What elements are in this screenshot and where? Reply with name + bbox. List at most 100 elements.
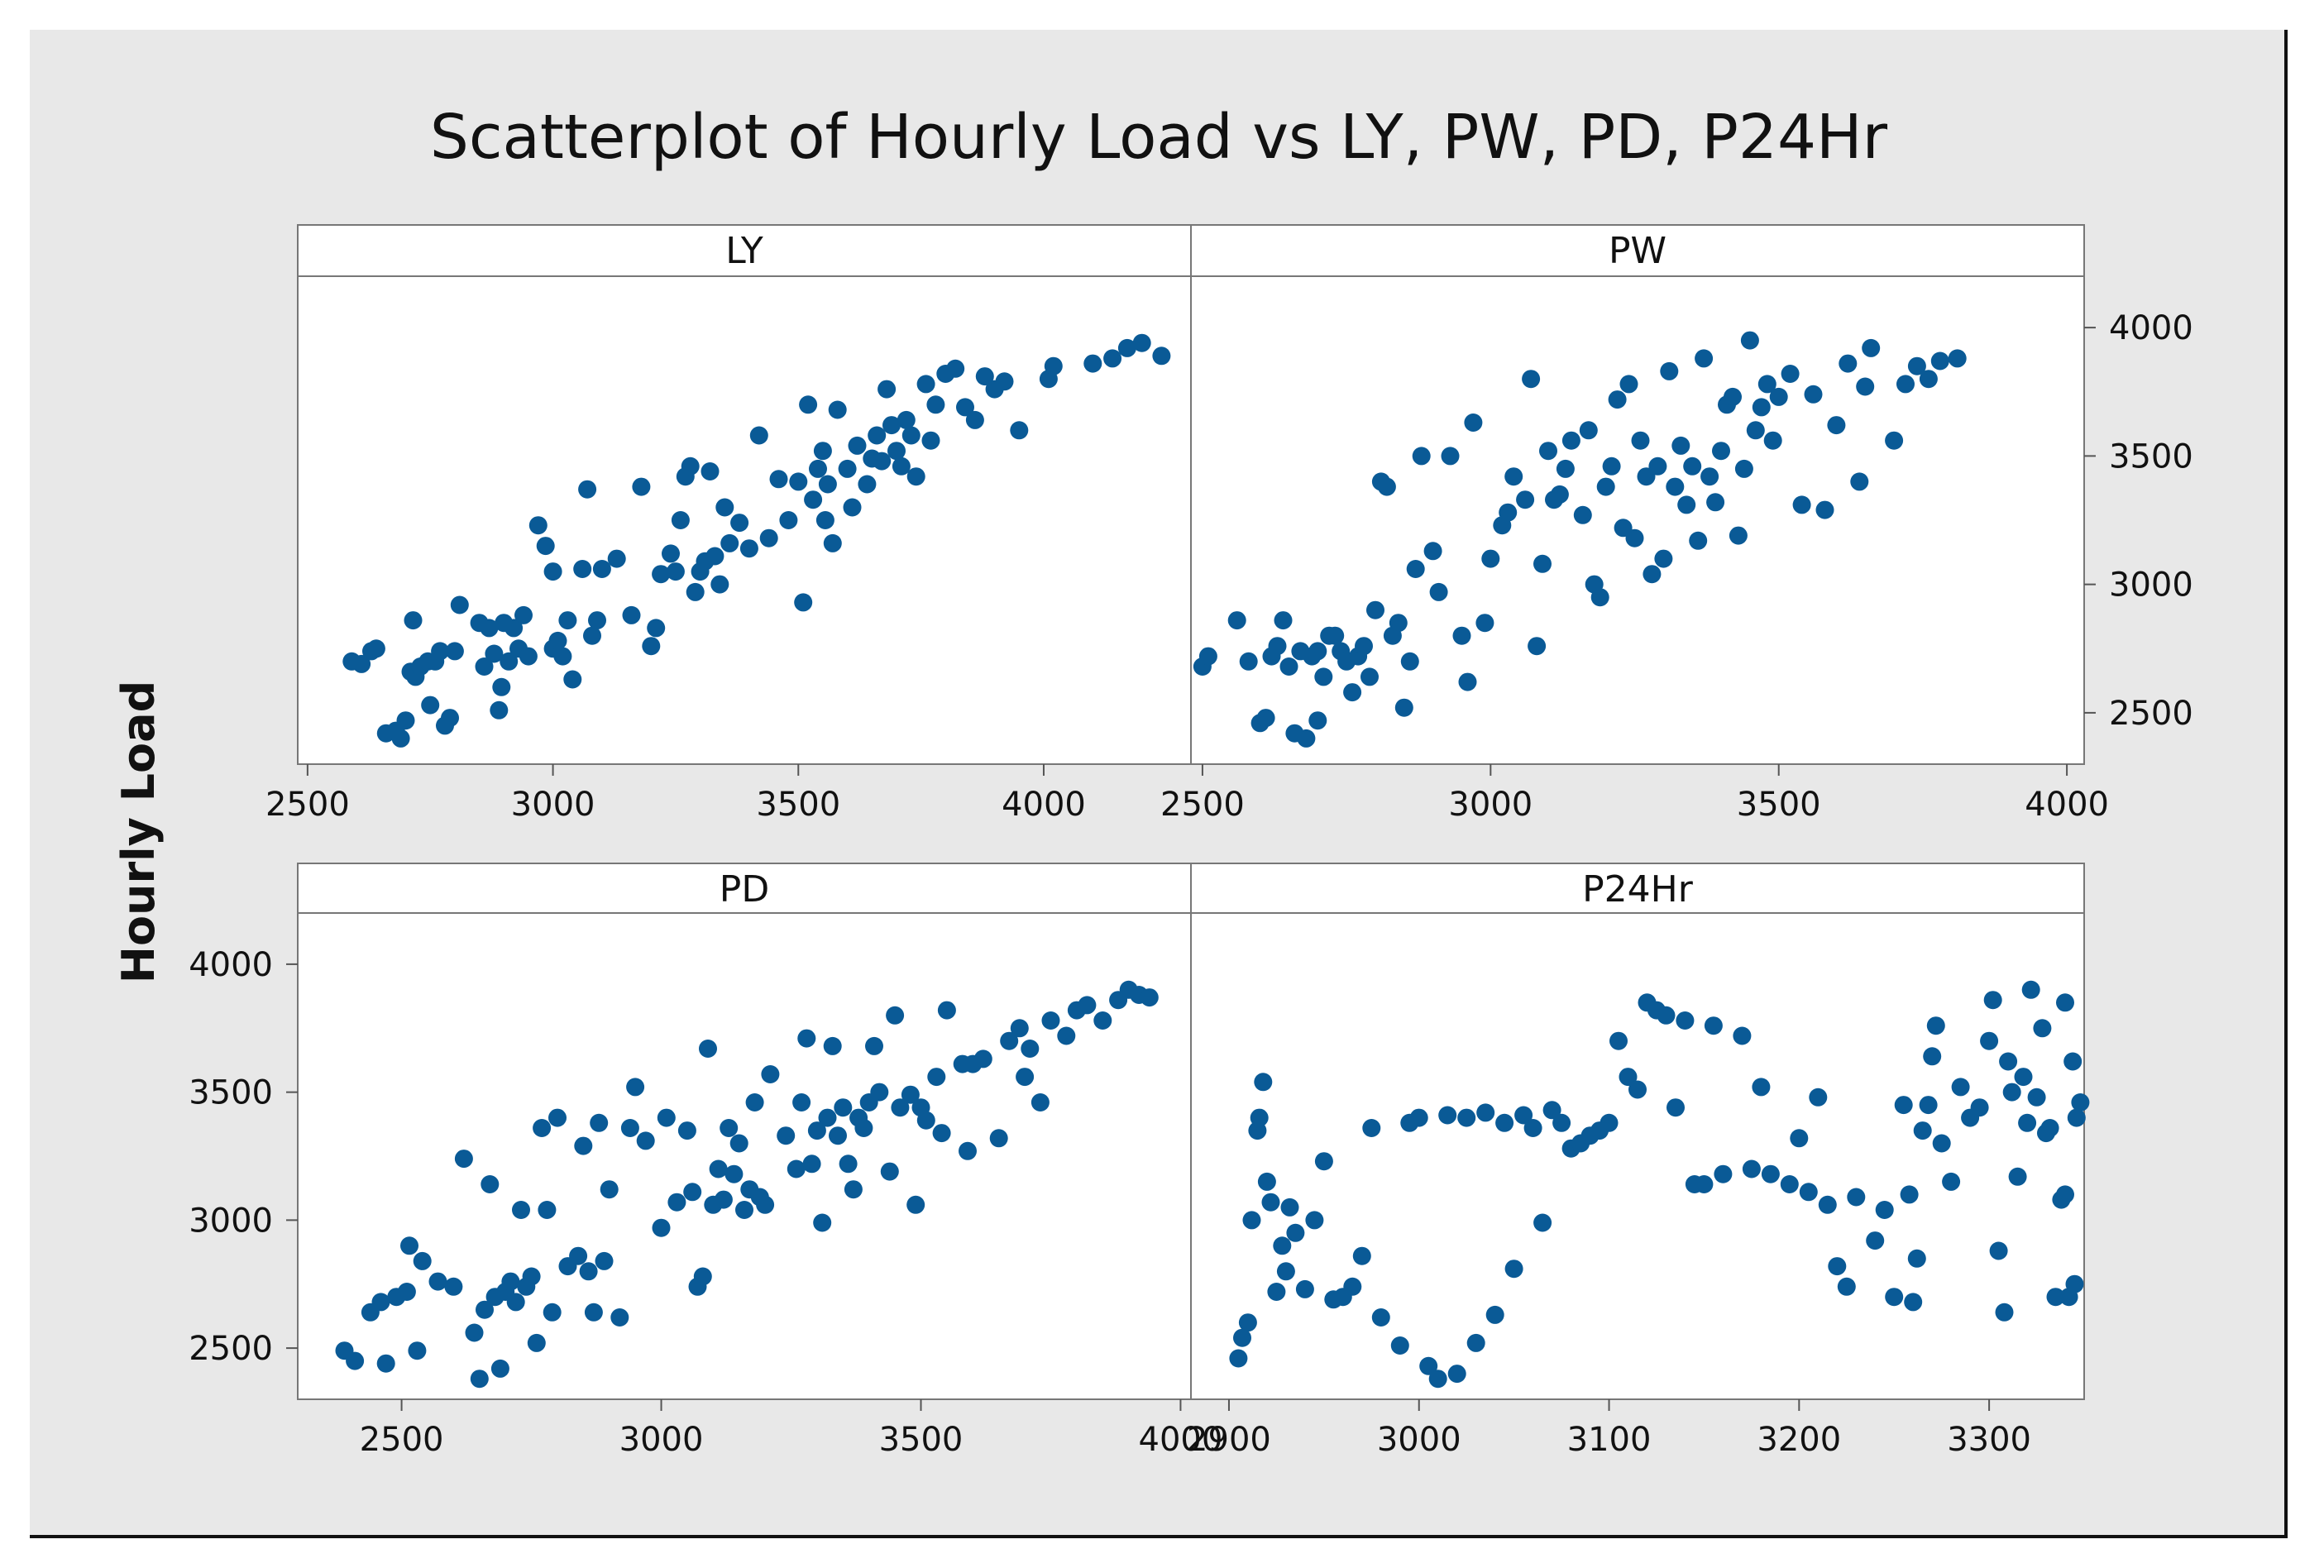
- data-point: [797, 1029, 816, 1048]
- data-point: [1666, 477, 1685, 496]
- data-point: [1274, 611, 1293, 630]
- data-point: [490, 1359, 509, 1378]
- panel-pw: PW 2500 3000 3500 4000 2500 3000 3500 4000: [1160, 224, 2193, 824]
- data-point: [548, 1108, 567, 1127]
- data-point: [1514, 1106, 1533, 1125]
- data-point: [1609, 1031, 1628, 1050]
- data-point: [1951, 1078, 1970, 1097]
- data-point: [1279, 657, 1298, 676]
- data-point: [1913, 1121, 1932, 1140]
- data-point: [376, 1354, 395, 1373]
- data-point: [1983, 991, 2002, 1010]
- data-point: [1475, 614, 1494, 633]
- data-point: [709, 1159, 728, 1178]
- data-point: [1590, 588, 1609, 607]
- data-point: [1631, 431, 1650, 450]
- panel-header: [1190, 224, 2085, 277]
- data-point: [1198, 647, 1217, 666]
- data-point: [901, 426, 921, 445]
- data-point: [965, 410, 984, 429]
- data-point: [1016, 1068, 1035, 1087]
- data-point: [1847, 1188, 1866, 1207]
- data-point: [887, 442, 906, 461]
- data-point: [413, 1251, 432, 1270]
- data-point: [1828, 1257, 1847, 1276]
- data-point: [657, 1108, 676, 1127]
- data-point: [1769, 387, 1788, 406]
- data-point: [1371, 1308, 1390, 1327]
- data-point: [642, 637, 661, 656]
- data-point: [1441, 447, 1460, 466]
- x-tick-label: 4000: [2025, 786, 2109, 824]
- data-point: [445, 642, 464, 661]
- y-tick-label: 2500: [2109, 695, 2193, 733]
- data-point: [2027, 1088, 2046, 1107]
- data-point: [1900, 1185, 1919, 1204]
- data-point: [815, 511, 834, 529]
- data-point: [421, 696, 440, 715]
- data-point: [906, 467, 925, 486]
- data-point: [1989, 1241, 2008, 1260]
- data-point: [1573, 505, 1592, 524]
- data-point: [886, 1006, 905, 1025]
- panel-header: [1190, 863, 2085, 914]
- data-point: [485, 644, 504, 663]
- data-point: [578, 480, 597, 499]
- data-point: [686, 582, 705, 601]
- data-point: [1044, 356, 1063, 375]
- data-point: [975, 367, 994, 386]
- data-point: [843, 498, 862, 517]
- panel-p24hr: P24Hr 2900 3000 3100 3200 3300: [1187, 863, 2090, 1459]
- data-point: [959, 1141, 977, 1160]
- data-point: [844, 1180, 863, 1199]
- data-point: [1700, 467, 1719, 486]
- data-point: [592, 560, 611, 578]
- x-tick-label: 2900: [1187, 1421, 1271, 1459]
- data-point: [870, 1083, 889, 1102]
- data-point: [1308, 642, 1327, 661]
- data-point: [720, 1119, 739, 1137]
- data-point: [779, 511, 798, 529]
- data-point: [652, 565, 671, 584]
- data-point: [1528, 637, 1547, 656]
- data-point: [813, 442, 832, 461]
- y-tick-label: 2500: [189, 1330, 273, 1368]
- data-point: [739, 539, 758, 558]
- data-point: [818, 475, 837, 494]
- data-point: [1740, 331, 1759, 350]
- data-point: [583, 626, 601, 645]
- data-point: [1657, 1006, 1676, 1025]
- x-tick-label: 3000: [1377, 1421, 1461, 1459]
- data-point: [1907, 1249, 1926, 1268]
- data-point: [1314, 1152, 1333, 1171]
- data-point: [1904, 1293, 1923, 1312]
- data-point: [1643, 565, 1662, 584]
- x-tick-label: 3000: [1448, 786, 1533, 824]
- data-point: [1400, 652, 1419, 671]
- data-point: [1695, 349, 1714, 368]
- data-point: [1466, 1333, 1485, 1352]
- data-point: [1495, 1113, 1514, 1132]
- data-point: [1000, 1031, 1019, 1050]
- data-point: [2008, 1167, 2027, 1186]
- data-point: [1261, 1193, 1280, 1212]
- data-point: [527, 1333, 546, 1352]
- data-point: [1930, 351, 1949, 370]
- data-point: [1366, 600, 1384, 619]
- data-point: [1970, 1098, 1989, 1117]
- data-point: [2046, 1288, 2065, 1307]
- data-point: [1428, 1370, 1447, 1389]
- data-point: [1919, 1096, 1938, 1115]
- data-point: [1907, 356, 1926, 375]
- data-point: [714, 1190, 733, 1209]
- data-point: [809, 459, 827, 478]
- data-point: [1021, 1040, 1040, 1058]
- data-point: [2040, 1119, 2059, 1137]
- data-point: [848, 436, 867, 455]
- data-point: [729, 1134, 748, 1153]
- data-point: [1660, 361, 1679, 380]
- data-point: [454, 1150, 473, 1169]
- data-point: [391, 729, 410, 748]
- data-point: [1579, 421, 1598, 440]
- plot-area: [1190, 275, 2085, 765]
